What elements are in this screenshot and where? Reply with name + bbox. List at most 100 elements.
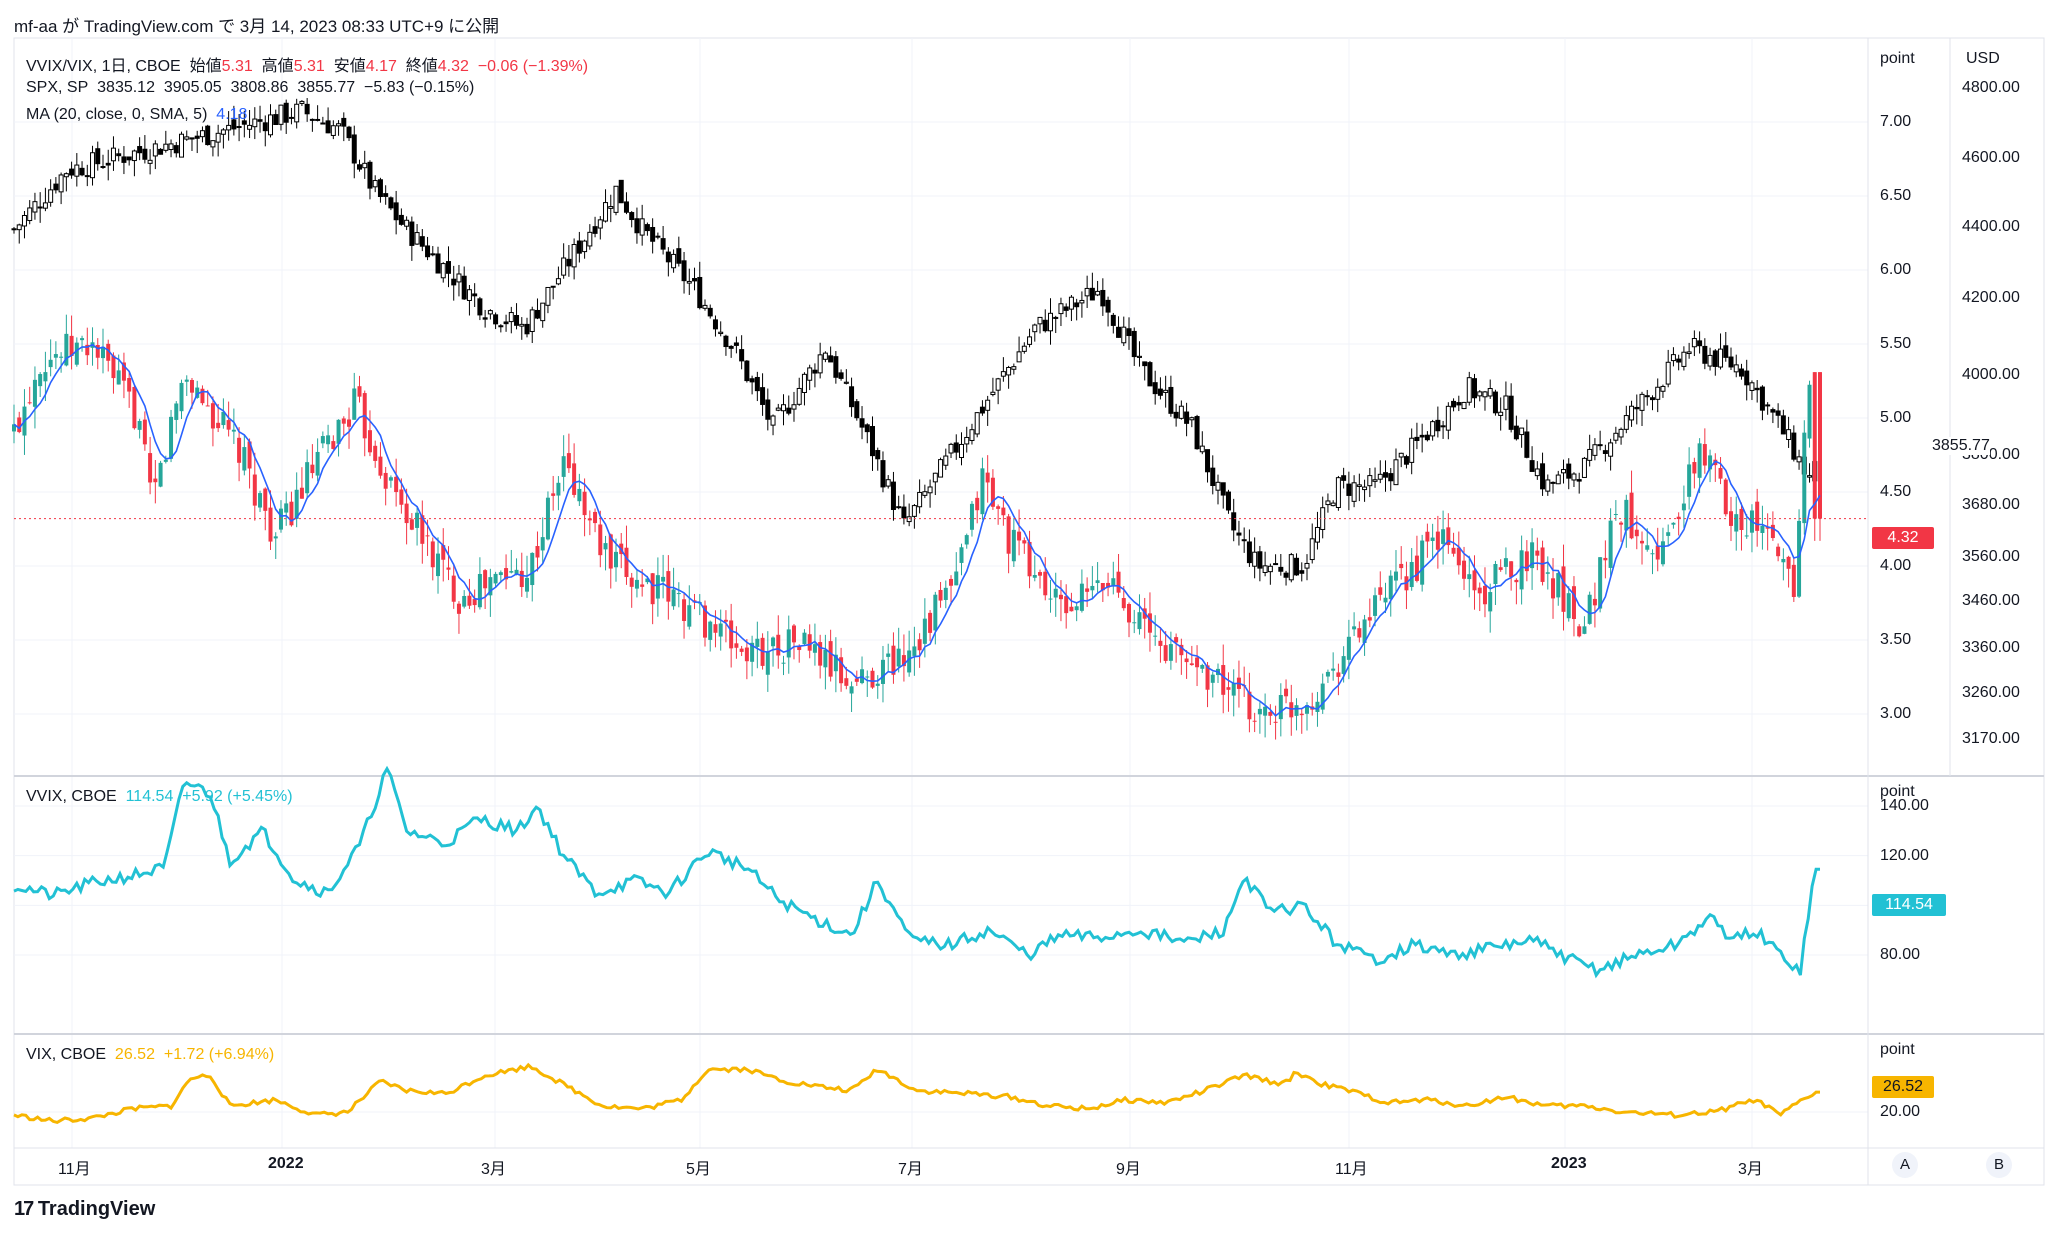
ratio-candle: [116, 370, 121, 385]
spx-candle: [273, 114, 279, 126]
ratio-candle: [336, 419, 341, 444]
ratio-candle: [702, 605, 707, 638]
vix-axis-unit: point: [1880, 1041, 1915, 1058]
vix-last-badge: 26.52: [1872, 1076, 1934, 1098]
spx-candle: [723, 335, 729, 348]
ratio-candle: [1598, 557, 1603, 609]
spx-candle: [79, 167, 85, 176]
spx-candle: [1089, 287, 1095, 301]
ratio-candle: [1038, 572, 1043, 576]
ratio-candle: [949, 578, 954, 586]
spx-candle: [1388, 473, 1394, 482]
ratio-candle: [1577, 626, 1582, 637]
spx-candle: [1225, 491, 1231, 511]
ratio-candle: [891, 645, 896, 675]
ratio-candle: [1163, 645, 1168, 661]
auto-scale-button[interactable]: A: [1892, 1152, 1918, 1178]
ratio-candle: [1561, 566, 1566, 612]
spx-candle: [1194, 416, 1200, 450]
spx-candle: [236, 126, 242, 129]
spx-candle: [1335, 477, 1341, 508]
ma-line: [13, 343, 1821, 717]
ratio-candle: [1755, 501, 1760, 531]
spx-candle: [1309, 538, 1315, 561]
spx-candle: [938, 459, 944, 478]
time-tick-label: 2022: [268, 1155, 304, 1172]
ratio-candle: [1472, 570, 1477, 591]
spx-candle: [864, 424, 870, 433]
ratio-candle: [210, 403, 215, 429]
spx-candle: [576, 240, 582, 254]
ma-value: 4.18: [216, 106, 248, 123]
spx-candle: [131, 150, 137, 162]
ratio-candle: [1273, 721, 1278, 723]
vvix-value: 114.54: [125, 788, 174, 805]
spx-candle: [116, 153, 122, 157]
spx-candle: [1780, 415, 1786, 435]
spx-candle: [95, 148, 101, 165]
spx-candle: [597, 219, 603, 229]
ratio-candle: [1770, 524, 1775, 539]
spx-candle: [278, 104, 284, 125]
spx-candle: [1189, 417, 1195, 421]
high-value: 5.31: [293, 58, 325, 75]
publish-credit: mf-aa が TradingView.com で 3月 14, 2023 08…: [14, 17, 500, 36]
spx-candle: [1032, 324, 1038, 333]
ratio-candle: [624, 547, 629, 578]
spx-candle: [995, 378, 1001, 391]
ratio-candle: [870, 670, 875, 688]
spx-candle: [1220, 482, 1226, 496]
ratio-candle: [153, 478, 158, 483]
ratio-candle: [132, 386, 137, 429]
log-scale-button[interactable]: B: [1986, 1152, 2012, 1178]
ratio-candle: [1284, 688, 1289, 697]
ratio-candle: [765, 652, 770, 675]
ratio-candle: [38, 374, 43, 387]
ratio-candle: [1043, 571, 1048, 596]
spx-candle: [958, 443, 964, 459]
spx-candle: [849, 386, 855, 408]
ratio-candle: [1325, 671, 1330, 677]
ratio-candle: [1650, 553, 1655, 555]
tradingview-logo[interactable]: 17 TradingView: [14, 1198, 155, 1221]
main-legend[interactable]: VVIX/VIX, 1日, CBOE 始値5.31 高値5.31 安値4.17 …: [26, 58, 589, 75]
ma-legend[interactable]: MA (20, close, 0, SMA, 5) 4.18: [26, 106, 247, 124]
ratio-candle: [1451, 547, 1456, 554]
spx-candle: [1121, 326, 1127, 344]
vvix-legend[interactable]: VVIX, CBOE 114.54 +5.92 (+5.45%): [26, 788, 293, 806]
ratio-candle: [587, 518, 592, 521]
spx-candle: [1393, 459, 1399, 486]
spx-candle: [147, 159, 153, 164]
spx-candles: [11, 98, 1818, 586]
spx-candle: [346, 126, 352, 139]
spx-candle: [1126, 328, 1132, 337]
spx-candle: [1136, 355, 1142, 358]
spx-candle: [330, 125, 336, 136]
spx-candle: [885, 479, 891, 487]
vix-legend[interactable]: VIX, CBOE 26.52 +1.72 (+6.94%): [26, 1046, 274, 1064]
spx-candle: [1676, 358, 1682, 363]
ratio-candle: [420, 515, 425, 544]
spx-legend[interactable]: SPX, SP 3835.12 3905.05 3808.86 3855.77 …: [26, 79, 474, 97]
ratio-candle: [771, 637, 776, 647]
ratio-candle: [907, 650, 912, 673]
spx-candle: [1655, 386, 1661, 400]
ratio-candle: [634, 579, 639, 589]
ma-label: MA (20, close, 0, SMA, 5): [26, 106, 208, 123]
spx-candle: [1058, 303, 1064, 315]
ratio-candle: [577, 488, 582, 502]
ratio-candle: [1079, 583, 1084, 611]
spx-candle: [1283, 572, 1289, 578]
spx-candle: [393, 202, 399, 221]
spx-candle: [1215, 481, 1221, 491]
ratio-candle: [472, 599, 477, 606]
ratio-candle: [1671, 522, 1676, 525]
spx-candle: [142, 148, 148, 160]
ratio-candle: [1210, 674, 1215, 683]
spx-candle: [665, 251, 671, 263]
ratio-candle: [284, 503, 289, 513]
spx-candle: [524, 323, 530, 335]
spx-candle: [1278, 566, 1284, 572]
low-value: 4.17: [365, 58, 397, 75]
